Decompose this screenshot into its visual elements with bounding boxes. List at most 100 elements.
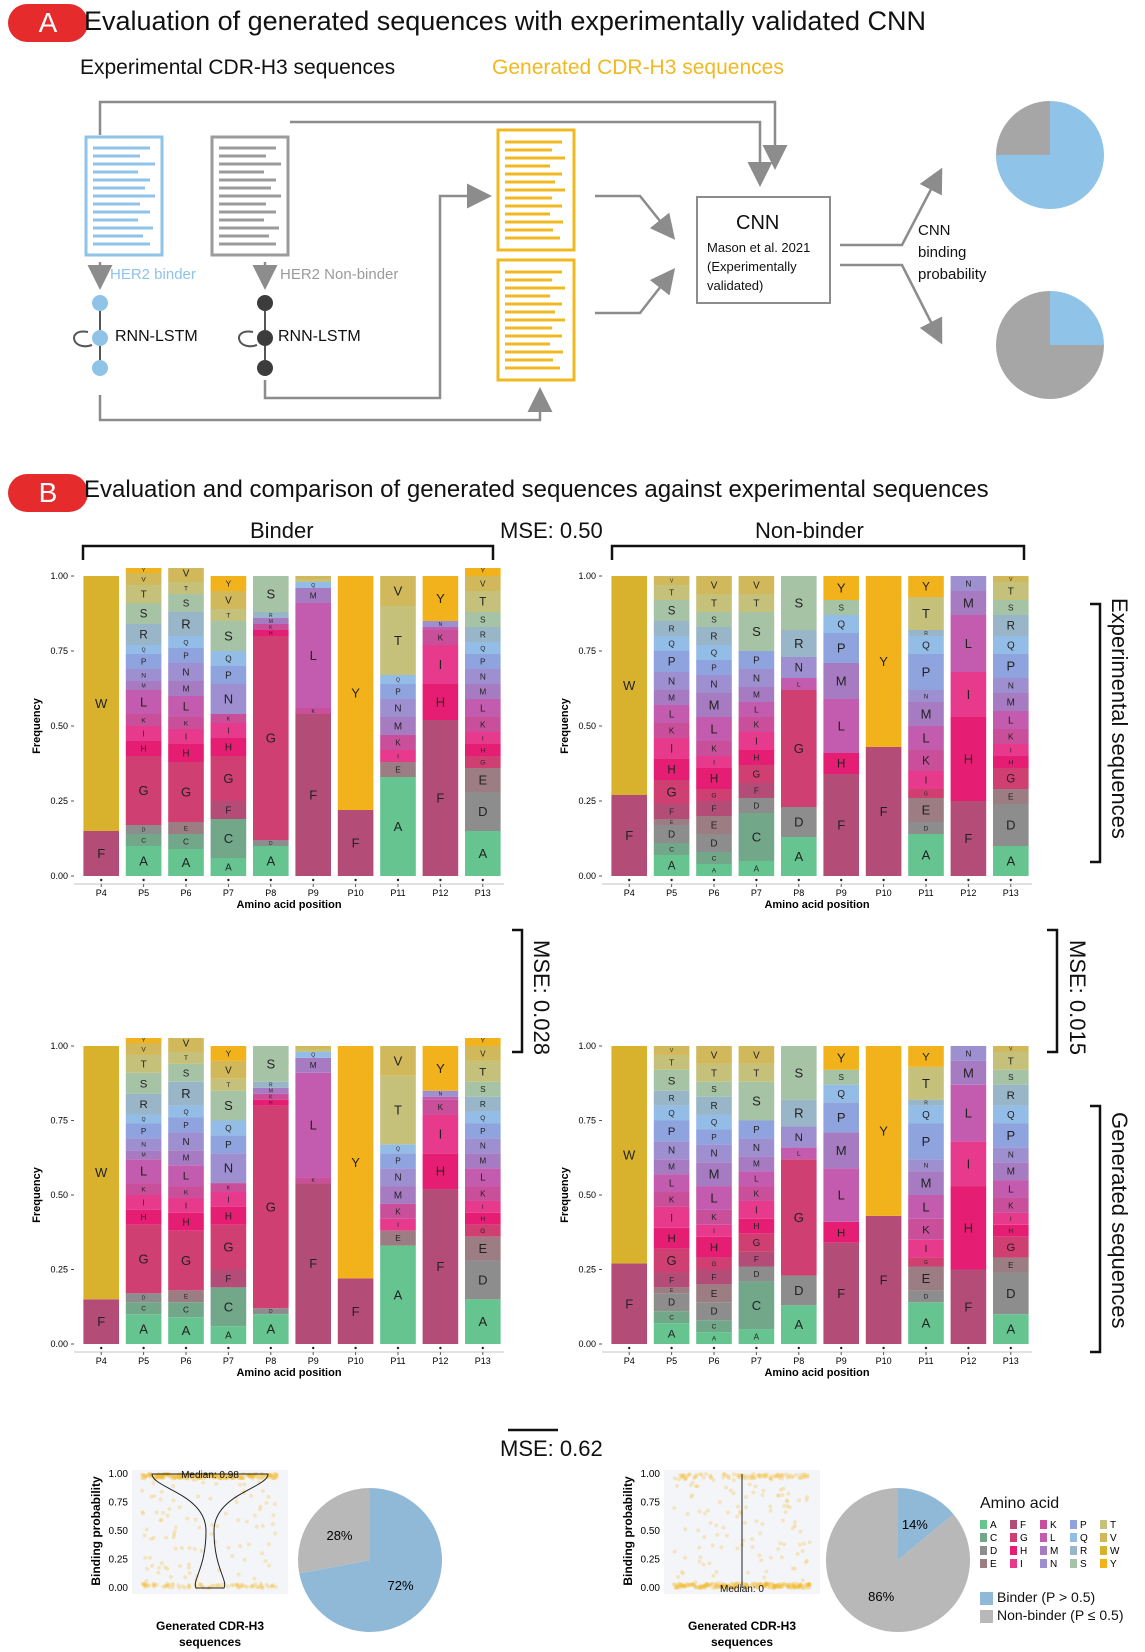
stack-segment-Y [422,576,459,621]
data-point [702,1511,707,1516]
data-point [767,1585,772,1590]
data-point [741,1476,746,1481]
y-tick-label: 0.75 [578,646,596,656]
stack-letter: W [95,1165,108,1180]
stack-letter: A [225,1331,232,1342]
stack-letter: S [480,615,486,624]
stack-segment-F [295,1183,332,1344]
data-point [187,1585,192,1590]
stack-segment-Q [908,636,944,654]
data-point [721,1582,726,1587]
stack-letter: L [754,1174,759,1183]
data-point [141,1582,146,1587]
stack-letter: W [623,1147,636,1162]
data-point [704,1582,709,1587]
legend-letter: W [1110,1546,1120,1557]
data-point [790,1526,795,1531]
stack-segment-P [823,1102,860,1133]
stack-letter: Q [668,639,675,648]
stack-letter: D [668,1298,675,1309]
data-point [806,1582,811,1587]
cnn-title: CNN [736,212,780,234]
stack-segment-M [823,663,860,699]
data-point [735,1473,740,1478]
stack-letter: T [394,1103,402,1118]
legend-letter: N [1050,1559,1057,1570]
data-point [171,1484,176,1489]
stack-segment-G [125,756,162,825]
stack-segment-Q [380,1144,416,1154]
data-point [711,1478,716,1483]
median-label: Median: 0.98 [181,1470,239,1481]
data-point [170,1585,175,1590]
stack-segment-T [653,585,690,600]
data-point [166,1473,171,1478]
data-point [769,1585,774,1590]
data-point [238,1475,243,1480]
stack-letter: P [183,1121,189,1130]
pie-binder-label: 14% [902,1517,928,1532]
stack-segment-W [611,1046,648,1264]
data-point [766,1584,771,1589]
data-point [726,1474,731,1479]
data-point [170,1475,175,1480]
data-point [677,1584,682,1589]
stack-segment-K [908,1218,944,1240]
legend-letter: A [990,1520,997,1531]
pie-binder-slice [1050,291,1104,345]
stack-letter: T [753,1068,759,1079]
data-point [689,1582,694,1587]
x-axis-label-1: Generated CDR-H3 [156,1619,264,1633]
data-point [254,1585,259,1590]
data-point [807,1585,812,1590]
stack-segment-R [696,627,732,645]
bar-dot [142,1346,145,1350]
data-point [802,1474,807,1479]
stack-letter: A [394,1287,403,1302]
stack-segment-A [125,846,162,876]
data-point [141,1511,146,1516]
stack-letter: E [670,1288,674,1294]
data-point [682,1473,687,1478]
data-point [731,1478,736,1483]
stack-letter: Q [225,1124,231,1133]
data-point [764,1582,769,1587]
data-point [694,1472,699,1477]
data-point [731,1585,736,1590]
data-point [186,1562,191,1567]
data-point [753,1484,758,1489]
violin-left-chart: Binding probability1.000.750.500.250.00M… [88,1466,298,1652]
stack-segment-I [950,672,987,717]
data-point [230,1474,235,1479]
data-point [184,1476,189,1481]
stack-letter: A [1006,854,1015,869]
data-point [787,1582,792,1587]
stack-segment-G [464,756,501,768]
stack-segment-I [380,1218,416,1231]
binder-generated-chart: Frequency1.000.750.500.250.00FWP4ACDGHIK… [30,1038,508,1438]
stack-segment-F [653,1272,690,1288]
stack-letter: M [394,1190,402,1201]
stack-letter: M [183,1154,190,1163]
data-point [764,1581,769,1586]
stack-letter: F [711,804,716,813]
data-point [688,1482,693,1487]
stack-letter: A [668,1329,676,1341]
x-tick-label: P9 [308,1356,319,1366]
data-point [172,1474,177,1479]
x-axis-label-2: sequences [711,1635,773,1649]
data-point [682,1583,687,1588]
stack-segment-L [823,699,860,753]
stack-letter: F [436,791,444,806]
stack-letter: R [480,1100,486,1109]
legend-swatch-C [980,1533,987,1542]
stack-segment-A [210,1326,247,1344]
nonbinder-header: Non-binder [755,518,864,543]
data-point [169,1582,174,1587]
stack-segment-L [125,1159,162,1184]
stack-letter: N [1008,681,1014,690]
data-point [778,1541,783,1546]
data-point [236,1572,241,1577]
data-point [199,1582,204,1587]
data-point [716,1583,721,1588]
